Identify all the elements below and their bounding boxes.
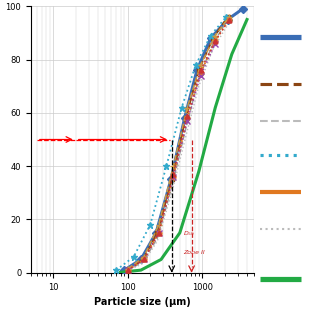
X-axis label: Particle size (μm): Particle size (μm) [94, 297, 191, 307]
Text: Zone II: Zone II [183, 250, 205, 255]
Text: $D_{50}$: $D_{50}$ [183, 229, 195, 238]
